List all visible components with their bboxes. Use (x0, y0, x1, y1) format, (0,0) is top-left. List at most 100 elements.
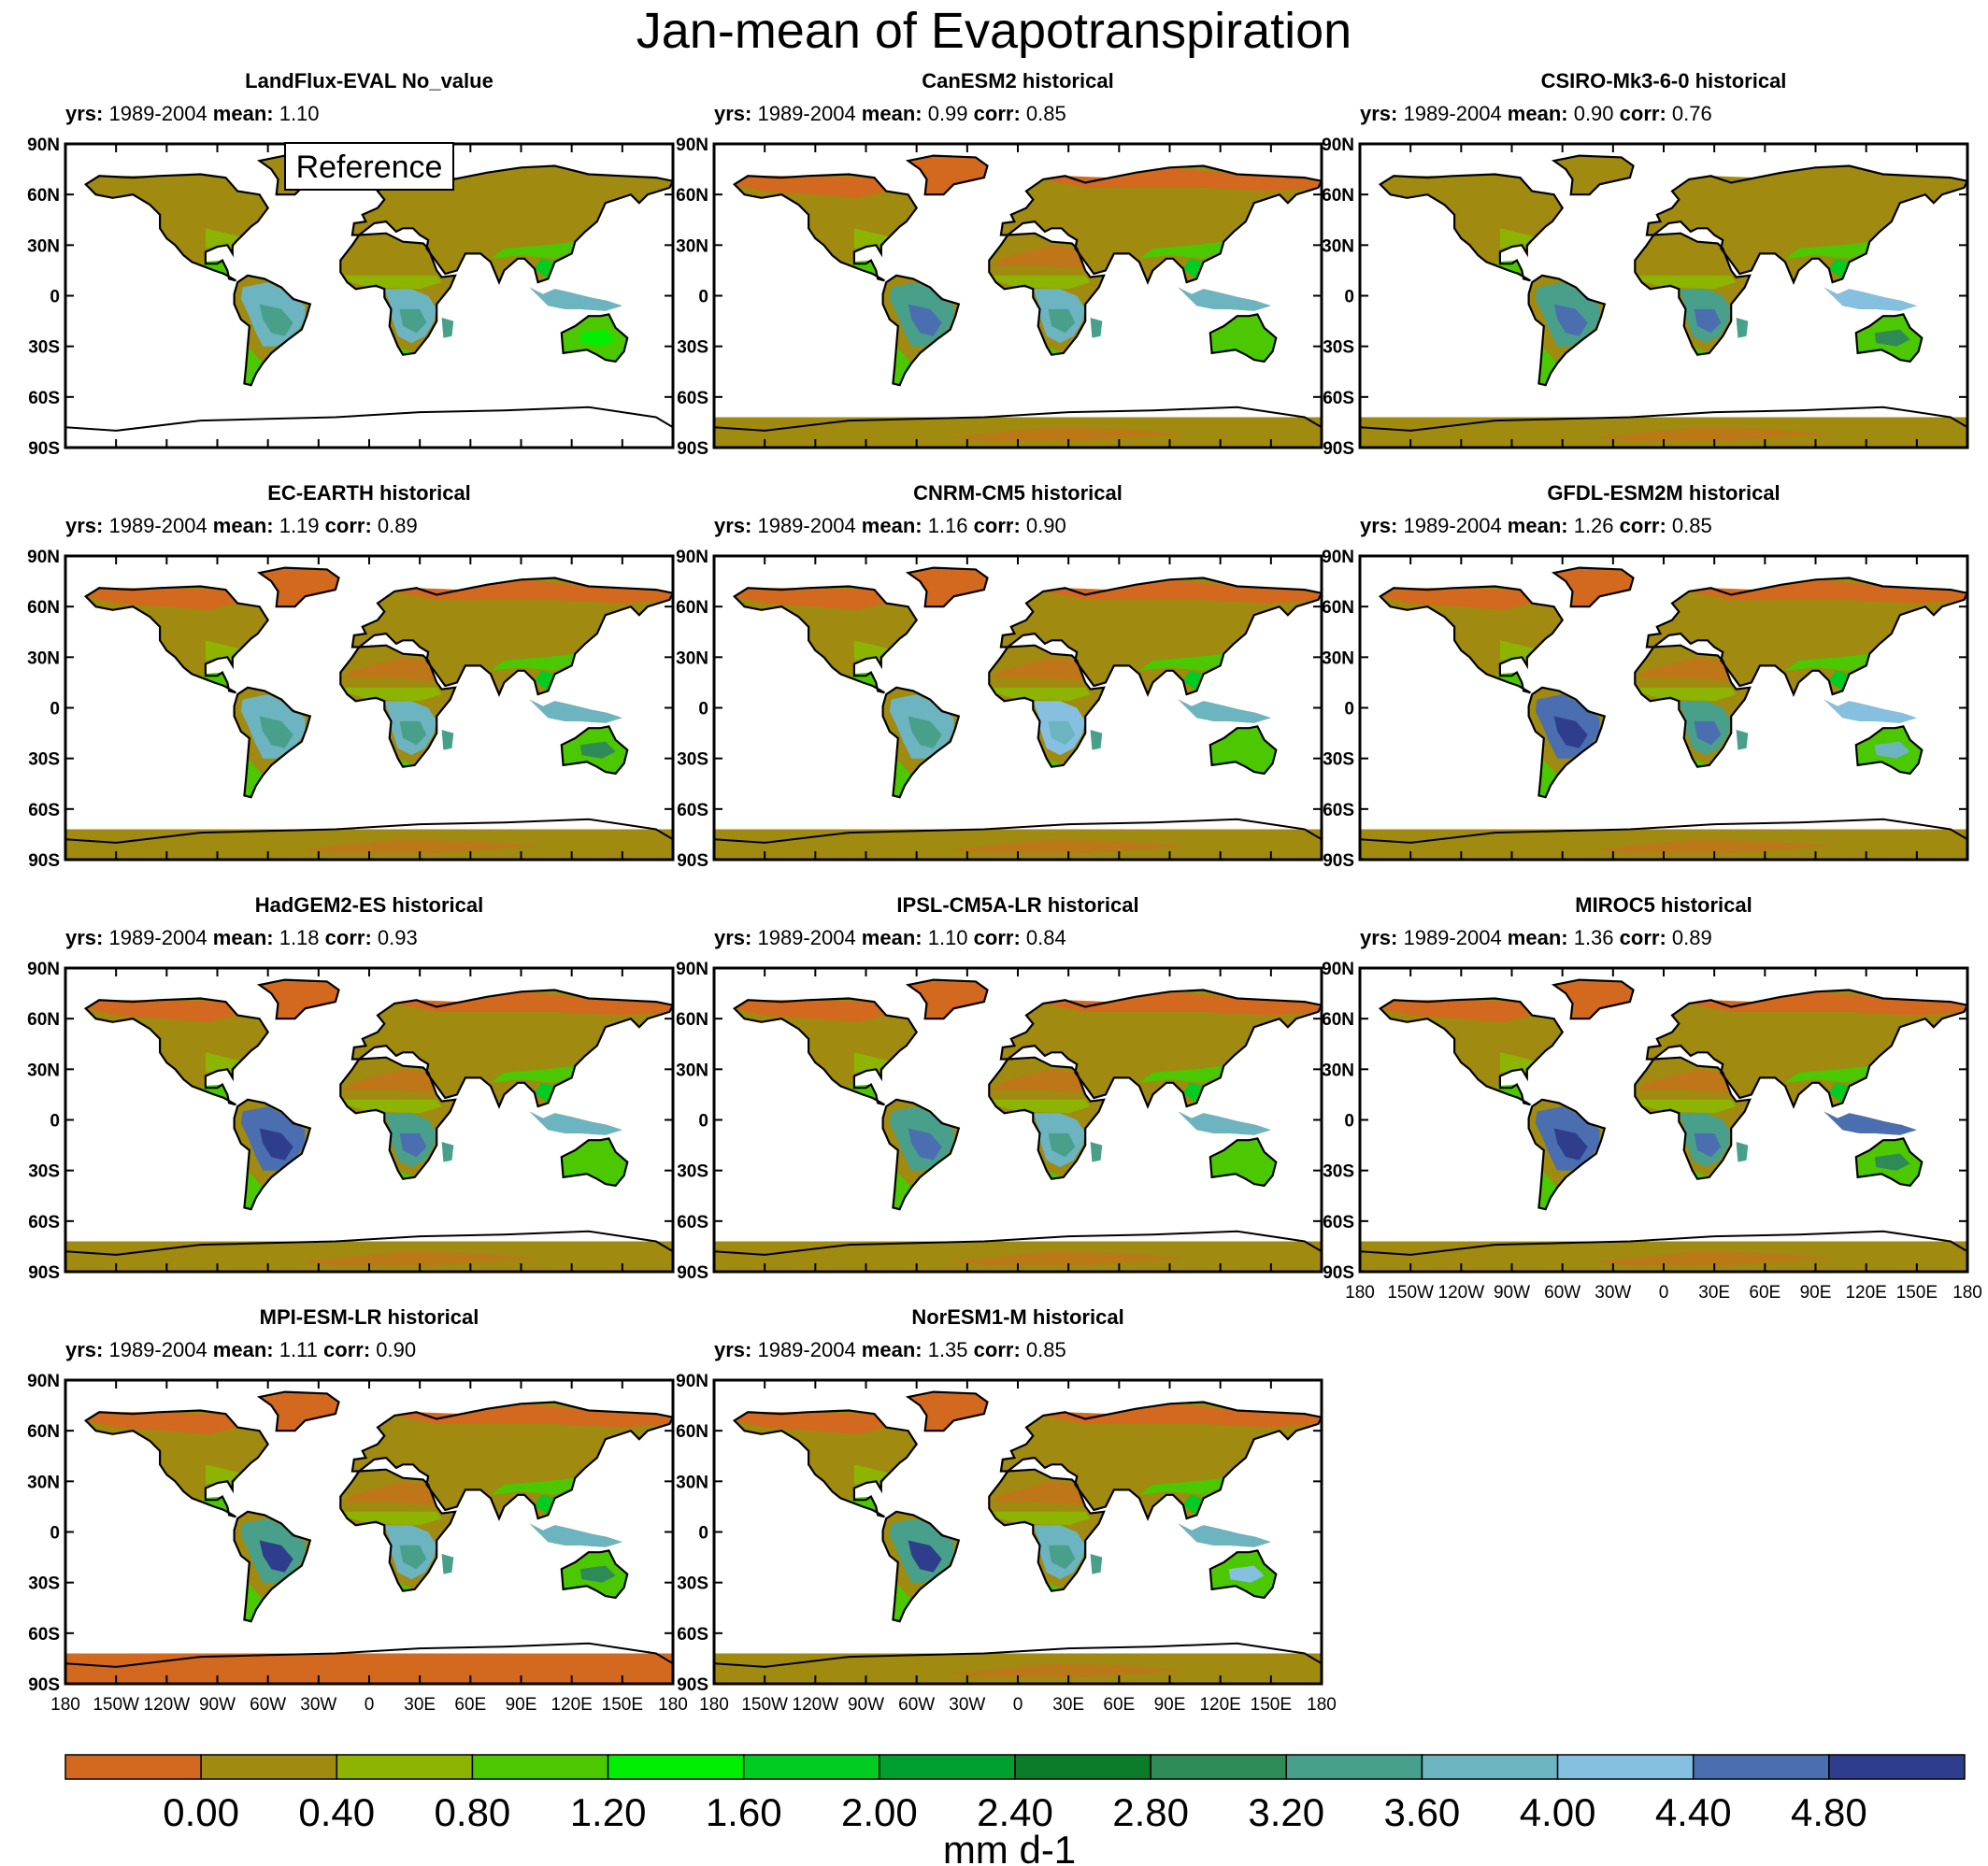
lat-tick-label: 30S (677, 338, 708, 358)
amazon-core (1553, 1128, 1588, 1161)
lat-tick-label: 60S (677, 1625, 708, 1645)
continent-eurasia (351, 577, 673, 695)
eurasia-arctic (1689, 579, 1967, 604)
coastline-samerica (881, 274, 961, 387)
lat-tick-label: 90S (677, 1675, 708, 1695)
panel-stats: yrs: 1989-2004 mean: 1.10 (65, 102, 320, 125)
coastline-samerica (1527, 1098, 1607, 1211)
lat-tick-label: 30N (1322, 1061, 1354, 1080)
coastline-namerica (83, 585, 270, 694)
lat-tick-label: 90S (1323, 1263, 1354, 1283)
coastline-samerica (1527, 274, 1607, 387)
north-america-arctic (734, 176, 887, 198)
antarctica-interior (301, 1251, 538, 1265)
land-layer (1360, 566, 1967, 860)
coastline-australia (1209, 725, 1278, 776)
coastline-namerica (732, 173, 919, 282)
north-america-arctic (734, 1000, 887, 1022)
south-asia-green (491, 1477, 576, 1495)
south-asia-green (1785, 1065, 1870, 1083)
indonesia-fill (1824, 699, 1917, 723)
colorbar-label: 0.80 (435, 1790, 511, 1834)
madagascar (441, 1142, 454, 1162)
sahara-fill (343, 1481, 437, 1505)
lat-tick-label: 30S (1323, 1162, 1354, 1182)
colorbar-label: 2.80 (1112, 1790, 1189, 1834)
south-asia-green (491, 653, 576, 671)
lon-tick-label: 150W (741, 1695, 788, 1715)
lat-tick-label: 60N (676, 598, 708, 618)
continent-namerica (85, 174, 268, 281)
land-layer (65, 154, 673, 432)
sahara-fill (992, 1069, 1086, 1093)
panel-stats: yrs: 1989-2004 mean: 1.18 corr: 0.93 (65, 926, 418, 949)
us-southeast-green (205, 1052, 241, 1073)
coastline-greenland (1551, 154, 1635, 196)
lat-tick-label: 90S (1323, 439, 1354, 459)
continent-eurasia (351, 990, 673, 1107)
lat-tick-label: 30N (676, 1473, 708, 1492)
panel-stats: yrs: 1989-2004 mean: 1.11 corr: 0.90 (65, 1338, 417, 1361)
amazon-core (1553, 304, 1588, 336)
coastline-australia (560, 1137, 629, 1188)
australia-core (579, 1565, 616, 1583)
lat-tick-label: 0 (698, 700, 708, 719)
coastline-australia (1854, 725, 1924, 776)
continent-namerica (85, 998, 268, 1105)
lat-tick-label: 30S (677, 1162, 708, 1182)
lat-tick-label: 90S (677, 1263, 708, 1283)
sahel-green (1638, 1099, 1737, 1114)
australia-core (1228, 1565, 1265, 1583)
lat-tick-label: 60N (1322, 186, 1354, 206)
lat-tick-label: 30S (28, 750, 60, 770)
lat-tick-label: 90S (28, 1675, 60, 1695)
lat-tick-label: 30N (27, 648, 60, 668)
lon-tick-label: 90W (199, 1695, 236, 1715)
madagascar (1090, 730, 1103, 750)
colorbar-swatch (336, 1754, 474, 1780)
coastline-samerica (233, 1098, 312, 1211)
coastline-eurasia (999, 164, 1322, 285)
colorbar-swatch (200, 1754, 338, 1780)
antarctica-interior (1595, 839, 1833, 853)
sahel-green (992, 275, 1091, 290)
us-southeast-green (853, 228, 890, 249)
lat-tick-label: 60S (677, 389, 708, 408)
amazon-core (908, 1540, 942, 1573)
north-america-arctic (85, 176, 238, 198)
panel-title: LandFlux-EVAL No_value (245, 69, 493, 93)
antarctica-interior (1595, 1251, 1833, 1265)
colorbar-swatch (879, 1754, 1016, 1780)
eurasia-arctic (1689, 167, 1967, 192)
coastline-samerica (233, 686, 312, 799)
colorbar-swatch (1421, 1754, 1559, 1780)
congo-core (399, 1545, 427, 1570)
colorbar-label: 1.60 (706, 1790, 782, 1834)
congo-core (1694, 308, 1722, 334)
lon-tick-label: 180 (1345, 1283, 1375, 1303)
greenland-fill (1553, 567, 1634, 607)
madagascar (441, 730, 454, 750)
lat-tick-label: 30S (1323, 338, 1354, 358)
coastline-antarctica (714, 818, 1322, 844)
colorbar-swatch (1285, 1754, 1423, 1780)
reference-box (284, 142, 454, 191)
australia-core (1874, 741, 1910, 759)
us-southeast-green (1499, 640, 1536, 661)
coastline-namerica (83, 173, 270, 282)
patagonia-green (893, 1582, 912, 1622)
coastline-samerica (881, 1098, 961, 1211)
south-asia-green (1785, 653, 1870, 671)
lon-tick-label: 90W (848, 1695, 884, 1715)
colorbar-swatch (1692, 1754, 1830, 1780)
congo-core (1048, 720, 1076, 746)
colorbar-swatch (1150, 1754, 1288, 1780)
panel-stats: yrs: 1989-2004 mean: 1.26 corr: 0.85 (1360, 514, 1712, 537)
coastline-eurasia (1645, 989, 1967, 1109)
greenland-fill (908, 155, 988, 195)
australia-core (1874, 1153, 1910, 1171)
madagascar (441, 318, 454, 338)
south-asia-green (1139, 241, 1224, 259)
eurasia-arctic (394, 167, 673, 192)
